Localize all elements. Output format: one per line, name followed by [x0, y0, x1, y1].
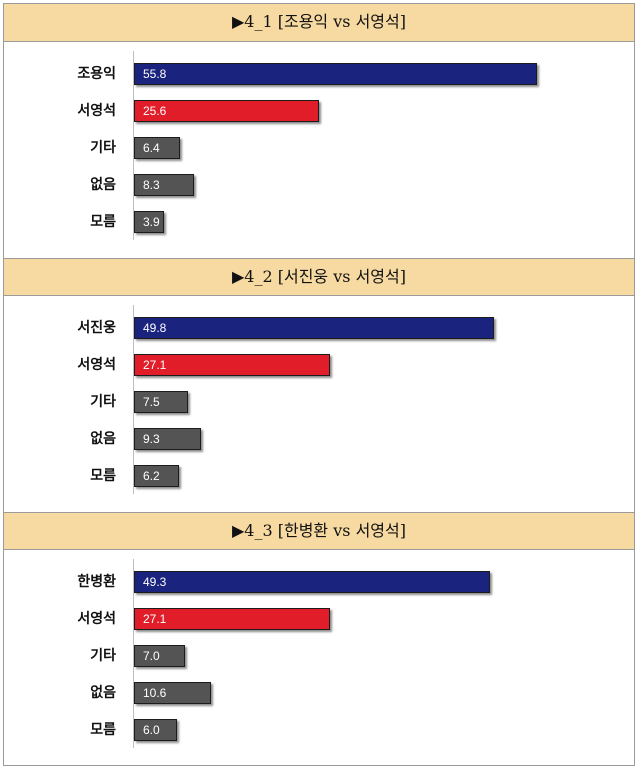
- bar-value-label: 55.8: [143, 67, 167, 81]
- category-label: 서영석: [77, 611, 116, 627]
- bar-value-label: 27.1: [143, 358, 167, 372]
- category-label: 모름: [90, 214, 116, 230]
- chart-title: ▶4_2 [서진웅 vs 서영석]: [4, 258, 634, 296]
- chart-panel-2: ▶4_2 [서진웅 vs 서영석] 서진웅 49.8 서영석 27.1 기타 7.5 없음 9…: [4, 258, 634, 512]
- chart-title: ▶4_3 [한병환 vs 서영석]: [4, 512, 634, 550]
- bar-value-label: 10.6: [143, 686, 167, 700]
- category-label: 없음: [90, 431, 116, 447]
- category-label: 서진웅: [77, 320, 116, 336]
- bar: 27.1: [134, 608, 330, 630]
- bar: 7.0: [134, 645, 185, 667]
- chart-title: ▶4_1 [조용익 vs 서영석]: [4, 4, 634, 42]
- bar: 10.6: [134, 682, 211, 704]
- bar: 27.1: [134, 354, 330, 376]
- chart-panel-1: ▶4_1 [조용익 vs 서영석] 조용익 55.8 서영석 25.6 기타 6.4 없음 8…: [4, 4, 634, 258]
- bar-value-label: 49.3: [143, 575, 167, 589]
- bar: 55.8: [134, 63, 537, 85]
- chart-panel-3: ▶4_3 [한병환 vs 서영석] 한병환 49.3 서영석 27.1 기타 7.0 없음 1…: [4, 512, 634, 766]
- bar: 8.3: [134, 174, 194, 196]
- bar-value-label: 25.6: [143, 104, 167, 118]
- bar-value-label: 6.4: [143, 141, 160, 155]
- bar-value-label: 6.0: [143, 723, 160, 737]
- axis-line: [133, 51, 134, 240]
- bar-value-label: 6.2: [143, 469, 160, 483]
- category-label: 조용익: [77, 66, 116, 82]
- axis-line: [133, 305, 134, 494]
- category-label: 모름: [90, 468, 116, 484]
- bar: 6.4: [134, 137, 180, 159]
- category-label: 서영석: [77, 103, 116, 119]
- category-label: 기타: [90, 648, 116, 664]
- bar: 9.3: [134, 428, 201, 450]
- bar-value-label: 3.9: [143, 215, 160, 229]
- category-label: 서영석: [77, 357, 116, 373]
- bar-value-label: 7.0: [143, 649, 160, 663]
- chart-frame: ▶4_1 [조용익 vs 서영석] 조용익 55.8 서영석 25.6 기타 6.4 없음 8…: [3, 3, 635, 766]
- bar-value-label: 8.3: [143, 178, 160, 192]
- bar: 49.3: [134, 571, 490, 593]
- bar: 49.8: [134, 317, 494, 339]
- bar: 6.0: [134, 719, 177, 741]
- bar-value-label: 49.8: [143, 321, 167, 335]
- bar: 25.6: [134, 100, 319, 122]
- axis-line: [133, 559, 134, 748]
- category-label: 없음: [90, 177, 116, 193]
- bar: 3.9: [134, 211, 164, 233]
- bar-value-label: 7.5: [143, 395, 160, 409]
- bar: 6.2: [134, 465, 179, 487]
- bar-value-label: 27.1: [143, 612, 167, 626]
- category-label: 모름: [90, 722, 116, 738]
- category-label: 없음: [90, 685, 116, 701]
- category-label: 기타: [90, 394, 116, 410]
- bar-value-label: 9.3: [143, 432, 160, 446]
- category-label: 기타: [90, 140, 116, 156]
- bar: 7.5: [134, 391, 188, 413]
- category-label: 한병환: [77, 574, 116, 590]
